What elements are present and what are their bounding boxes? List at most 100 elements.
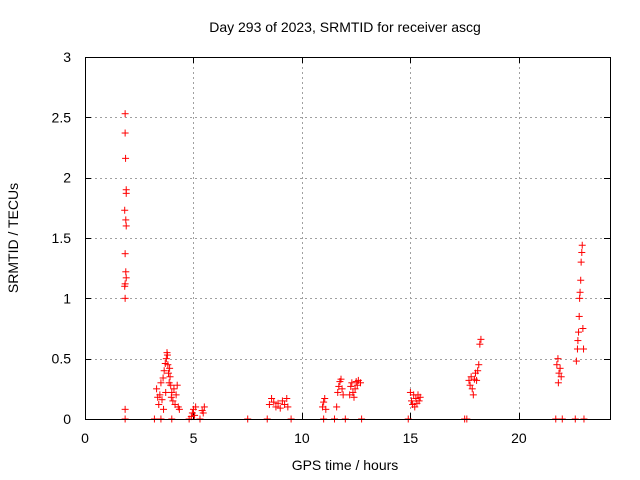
data-point: [475, 361, 483, 369]
data-point: [466, 381, 474, 389]
data-point: [121, 294, 129, 302]
data-point: [153, 385, 161, 393]
data-point: [155, 401, 163, 409]
data-point: [575, 328, 583, 336]
data-point: [575, 312, 583, 320]
x-tick-label: 15: [403, 430, 419, 446]
x-tick-label: 0: [81, 430, 89, 446]
data-point: [416, 393, 424, 401]
x-tick-label: 10: [294, 430, 310, 446]
data-point: [156, 391, 164, 399]
data-point: [553, 361, 561, 369]
data-point: [321, 394, 329, 402]
data-point: [469, 391, 477, 399]
data-point: [121, 206, 129, 214]
x-axis-label: GPS time / hours: [292, 457, 399, 473]
data-point: [357, 379, 365, 387]
plot-frame: [85, 57, 611, 420]
data-point: [121, 405, 129, 413]
data-point: [272, 403, 280, 411]
data-point: [175, 405, 183, 413]
data-point: [187, 413, 195, 421]
data-point: [556, 364, 564, 372]
data-point: [350, 393, 358, 401]
data-point: [580, 345, 588, 353]
data-point: [122, 268, 130, 276]
data-point: [348, 379, 356, 387]
data-point: [122, 222, 130, 230]
data-point: [166, 373, 174, 381]
data-point: [573, 345, 581, 353]
data-point: [121, 129, 129, 137]
data-point: [477, 335, 485, 343]
y-tick-label: 2: [63, 170, 71, 186]
data-point: [122, 216, 130, 224]
data-point: [572, 357, 580, 365]
data-point: [157, 379, 165, 387]
data-point: [199, 409, 207, 417]
data-point: [268, 394, 276, 402]
data-point: [270, 398, 278, 406]
data-point: [164, 361, 172, 369]
data-point: [122, 189, 130, 197]
data-point: [167, 381, 175, 389]
data-point: [322, 405, 330, 413]
data-point: [339, 391, 347, 399]
x-tick-label: 5: [190, 430, 198, 446]
data-point: [574, 337, 582, 345]
x-axis-tick-labels: 0 5 10 15 20: [81, 430, 527, 446]
data-point: [170, 385, 178, 393]
y-axis-tick-labels: 0 0.5 1 1.5 2 2.5 3: [52, 49, 72, 427]
data-point: [578, 248, 586, 256]
data-point: [278, 397, 286, 405]
data-point: [121, 110, 129, 118]
data-point: [579, 325, 587, 332]
y-axis-label: SRMTID / TECUs: [5, 183, 21, 293]
data-point: [276, 404, 284, 412]
data-point: [160, 367, 168, 375]
data-point: [576, 288, 584, 296]
data-point: [577, 258, 585, 266]
data-point: [577, 276, 585, 284]
data-point: [407, 397, 415, 405]
data-point: [576, 294, 584, 302]
y-tick-label: 2.5: [52, 109, 72, 125]
y-tick-label: 1: [63, 290, 71, 306]
data-point: [121, 250, 129, 258]
data-point: [172, 391, 180, 399]
data-point: [284, 403, 292, 411]
data-point: [283, 394, 291, 402]
y-tick-label: 3: [63, 49, 71, 65]
data-point: [554, 379, 562, 387]
data-point: [122, 274, 130, 282]
data-point: [163, 351, 171, 359]
grid-lines: [85, 57, 610, 419]
data-point: [465, 376, 473, 384]
data-point: [333, 403, 341, 411]
data-point: [578, 241, 586, 249]
data-point: [337, 375, 345, 383]
data-point: [474, 367, 482, 375]
data-point: [159, 374, 167, 382]
data-point: [121, 282, 129, 290]
data-point: [160, 405, 168, 413]
data-point: [158, 396, 166, 404]
data-point: [473, 376, 481, 384]
data-point: [166, 364, 174, 372]
y-tick-label: 0.5: [52, 351, 72, 367]
data-point: [557, 373, 565, 381]
data-point: [411, 403, 419, 411]
x-tick-label: 20: [511, 430, 527, 446]
data-point: [162, 388, 170, 396]
data-point: [555, 369, 563, 377]
data-point: [200, 403, 208, 411]
data-point: [347, 382, 355, 390]
data-point: [122, 154, 130, 162]
data-point: [554, 355, 562, 363]
data-point: [192, 403, 200, 411]
data-point: [168, 388, 176, 396]
data-point: [468, 385, 476, 393]
data-point: [274, 399, 282, 407]
